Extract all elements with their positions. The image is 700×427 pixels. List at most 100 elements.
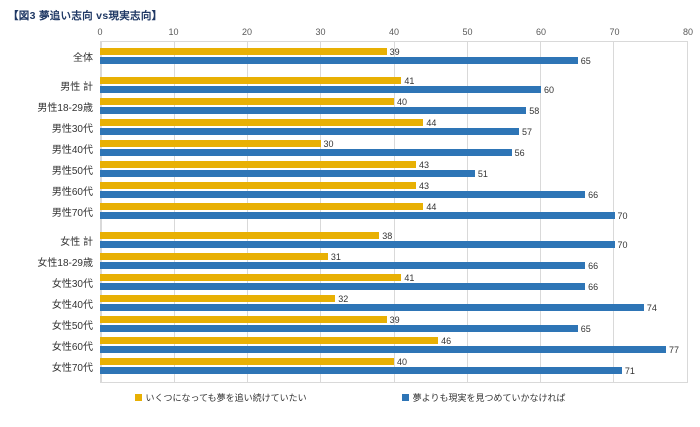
bar-line: 40 <box>100 356 688 367</box>
value-label: 32 <box>338 293 349 304</box>
bar-group: 38 70 <box>100 231 688 249</box>
table-row: 女性60代 46 77 <box>12 335 688 355</box>
bar-group: 40 58 <box>100 96 688 116</box>
bar-group: 39 65 <box>100 46 688 65</box>
table-row: 男性 計 41 60 <box>12 75 688 95</box>
x-axis-tick: 70 <box>609 27 620 37</box>
table-row: 女性18-29歳 31 66 <box>12 251 688 271</box>
category-label: 全体 <box>73 52 93 64</box>
bar-line: 44 <box>100 117 688 128</box>
value-label: 56 <box>514 147 525 158</box>
value-label: 51 <box>477 168 488 179</box>
bar-line: 70 <box>100 240 688 249</box>
category-label: 男性30代 <box>51 123 93 135</box>
bar-dream <box>100 274 402 281</box>
category-label: 男性70代 <box>51 207 93 219</box>
bar-reality <box>100 241 615 248</box>
bar-line: 39 <box>100 46 688 57</box>
bar-line: 70 <box>100 211 688 220</box>
bar-dream <box>100 161 417 168</box>
bar-line: 30 <box>100 139 688 148</box>
bar-line: 40 <box>100 96 688 107</box>
bar-group: 43 51 <box>100 160 688 179</box>
bar-group: 44 57 <box>100 117 688 137</box>
legend: いくつになっても夢を追い続けていたい 夢よりも現実を見つめていかなければ <box>12 391 688 404</box>
bar-line: 71 <box>100 366 688 375</box>
table-row: 女性40代 32 74 <box>12 293 688 313</box>
table-row: 全体 39 65 <box>12 46 688 65</box>
value-label: 60 <box>544 84 555 95</box>
value-label: 31 <box>330 251 341 262</box>
category-label: 男性60代 <box>51 186 93 198</box>
x-axis: 0 10 20 30 40 50 60 70 80 <box>97 27 693 41</box>
bar-dream <box>100 203 424 210</box>
bar-group: 41 66 <box>100 272 688 291</box>
bar-dream <box>100 119 424 126</box>
bar-line: 44 <box>100 201 688 212</box>
value-label: 41 <box>404 75 415 86</box>
plot-area: 全体 39 65 男性 計 41 60 男性18-29歳 40 58 男性30代 44 57 男性40代… <box>12 41 688 383</box>
bar-line: 57 <box>100 126 688 137</box>
value-label: 40 <box>397 356 408 367</box>
table-row: 女性 計 38 70 <box>12 231 688 249</box>
bar-group: 32 74 <box>100 293 688 313</box>
bar-line: 74 <box>100 302 688 313</box>
bar-group: 31 66 <box>100 251 688 271</box>
bar-reality <box>100 191 586 198</box>
value-label: 41 <box>404 272 415 283</box>
bar-reality <box>100 346 666 353</box>
table-row: 男性50代 43 51 <box>12 160 688 179</box>
value-label: 40 <box>397 96 408 107</box>
bar-line: 58 <box>100 105 688 116</box>
bar-line: 32 <box>100 293 688 304</box>
category-label: 女性40代 <box>51 299 93 311</box>
bar-reality <box>100 212 615 219</box>
bar-reality <box>100 367 622 374</box>
bar-line: 66 <box>100 190 688 199</box>
category-label: 女性60代 <box>51 341 93 353</box>
category-label: 男性 計 <box>60 81 93 93</box>
value-label: 43 <box>419 180 430 191</box>
category-label: 女性30代 <box>51 278 93 290</box>
table-row: 女性30代 41 66 <box>12 272 688 291</box>
x-axis-tick: 60 <box>535 27 547 37</box>
table-row: 男性18-29歳 40 58 <box>12 96 688 116</box>
table-row: 男性70代 44 70 <box>12 201 688 220</box>
bar-group: 30 56 <box>100 139 688 158</box>
value-label: 66 <box>588 260 599 271</box>
bar-line: 56 <box>100 147 688 158</box>
value-label: 77 <box>668 344 679 355</box>
category-label: 男性50代 <box>51 165 93 177</box>
value-label: 58 <box>529 105 540 116</box>
bar-reality <box>100 283 586 290</box>
bar-line: 66 <box>100 260 688 271</box>
x-axis-tick: 0 <box>97 27 103 37</box>
bar-line: 65 <box>100 324 688 333</box>
bar-line: 41 <box>100 75 688 86</box>
bar-dream <box>100 140 321 147</box>
legend-label-reality: 夢よりも現実を見つめていかなければ <box>412 393 566 403</box>
bar-chart: 0 10 20 30 40 50 60 70 80 全体 39 65 男性 計 41 60 男性18-29歳… <box>12 27 693 404</box>
bar-line: 43 <box>100 160 688 169</box>
value-label: 44 <box>426 201 437 212</box>
bar-reality <box>100 107 527 114</box>
legend-label-dream: いくつになっても夢を追い続けていたい <box>145 393 307 403</box>
table-row: 男性60代 43 66 <box>12 180 688 199</box>
bar-reality <box>100 304 644 311</box>
table-row: 女性70代 40 71 <box>12 356 688 375</box>
bar-dream <box>100 232 380 239</box>
category-label: 女性50代 <box>51 320 93 332</box>
bar-reality <box>100 57 578 64</box>
value-label: 44 <box>426 117 437 128</box>
value-label: 74 <box>646 302 657 313</box>
x-axis-tick: 20 <box>241 27 253 37</box>
bar-line: 65 <box>100 56 688 65</box>
value-label: 57 <box>521 126 532 137</box>
bar-dream <box>100 295 336 302</box>
value-label: 39 <box>389 314 400 325</box>
bar-line: 38 <box>100 231 688 240</box>
bar-group: 44 70 <box>100 201 688 220</box>
bar-group: 46 77 <box>100 335 688 355</box>
value-label: 46 <box>441 335 452 346</box>
value-label: 39 <box>389 46 400 57</box>
